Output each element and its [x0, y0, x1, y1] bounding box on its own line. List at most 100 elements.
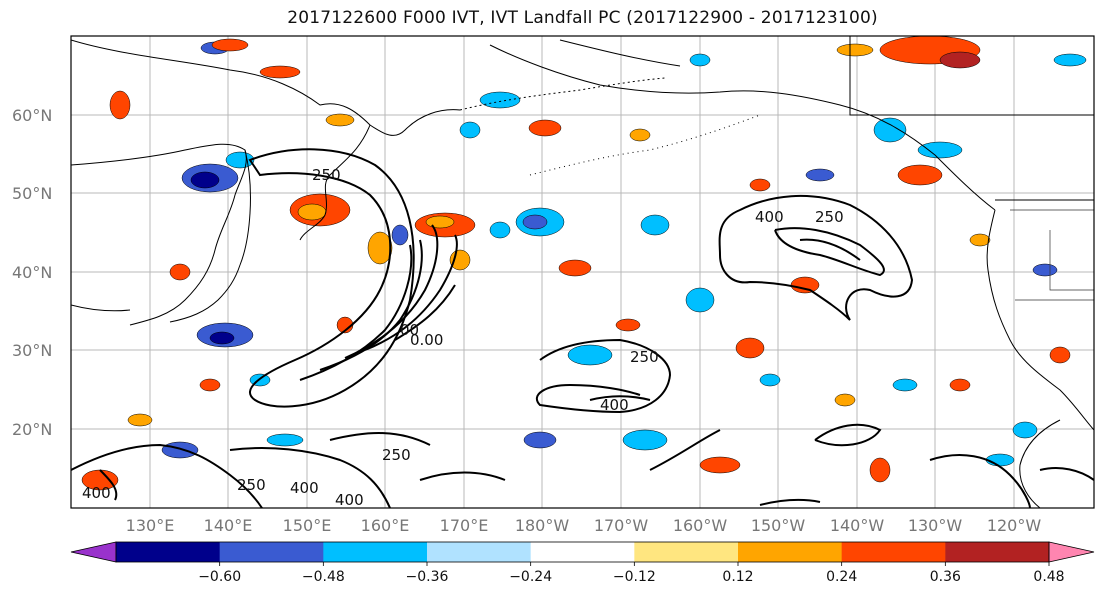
- lon-label: 130°E: [126, 516, 175, 535]
- contour-label: 400: [335, 491, 364, 509]
- ivt-pc-shading: [81, 36, 1087, 491]
- shading-patch: [367, 231, 393, 265]
- shading-patch: [523, 431, 557, 449]
- contour-label: 250: [815, 208, 844, 226]
- shading-patch: [528, 119, 562, 137]
- shading-patch: [1032, 263, 1058, 277]
- contour-label: 00: [400, 321, 419, 339]
- shading-patch: [735, 337, 765, 359]
- shading-patch: [199, 378, 221, 392]
- shading-patch: [259, 65, 301, 79]
- shading-patch: [449, 249, 471, 271]
- colorbar-tick-label: 0.12: [722, 569, 753, 585]
- shading-patch: [489, 221, 511, 239]
- shading-patch: [522, 214, 548, 230]
- lon-label: 170°E: [440, 516, 489, 535]
- shading-patch: [759, 373, 781, 387]
- contour-label: 250: [382, 446, 411, 464]
- colorbar-segment: [841, 542, 946, 562]
- shading-patch: [949, 378, 971, 392]
- lat-label: 30°N: [12, 341, 52, 360]
- shading-patch: [629, 128, 651, 142]
- shading-patch: [169, 263, 191, 281]
- contour-label: 400: [600, 396, 629, 414]
- colorbar-extend-high: [1048, 541, 1095, 563]
- ivt-contours: [71, 148, 1094, 508]
- lat-label: 60°N: [12, 106, 52, 125]
- lon-label: 160°E: [361, 516, 410, 535]
- shading-patch: [790, 276, 820, 294]
- shading-patch: [567, 344, 613, 366]
- shading-patch: [109, 90, 131, 120]
- colorbar-segment: [219, 542, 324, 562]
- shading-patch: [873, 117, 907, 143]
- lon-label: 150°E: [283, 516, 332, 535]
- shading-patch: [615, 318, 641, 332]
- contour-label: 0.00: [410, 331, 443, 349]
- shading-patch: [558, 259, 592, 277]
- shading-patch: [479, 91, 521, 109]
- lon-label: 150°W: [751, 516, 806, 535]
- colorbar-tick-label: 0.48: [1033, 569, 1064, 585]
- shading-patch: [939, 51, 981, 69]
- shading-patch: [209, 331, 235, 345]
- contour-label: 250: [312, 166, 341, 184]
- shading-patch: [1053, 53, 1087, 67]
- lon-label: 120°W: [987, 516, 1042, 535]
- lon-label: 170°W: [594, 516, 649, 535]
- shading-patch: [1012, 421, 1038, 439]
- shading-patch: [459, 121, 481, 139]
- shading-patch: [897, 164, 943, 186]
- contour-labels: 250 400 250 400 00 0.00 250 400 400 250 …: [82, 166, 844, 509]
- colorbar-extend-low: [70, 541, 117, 563]
- contour-label: 400: [290, 479, 319, 497]
- lon-label: 130°W: [908, 516, 963, 535]
- lat-label: 50°N: [12, 184, 52, 203]
- longitude-labels: 130°E 140°E 150°E 160°E 170°E 180°W 170°…: [126, 516, 1042, 535]
- shading-patch: [211, 38, 249, 52]
- colorbar: −0.60 −0.48 −0.36 −0.24 −0.12 0.12 0.24 0.36 0.4…: [70, 541, 1095, 585]
- shading-patch: [297, 203, 327, 221]
- coastlines: [71, 36, 1094, 508]
- shading-patch: [225, 151, 255, 169]
- shading-patch: [127, 413, 153, 427]
- colorbar-segment: [530, 542, 635, 562]
- shading-patch: [917, 141, 963, 159]
- shading-patch: [699, 456, 741, 474]
- shading-patch: [749, 178, 771, 192]
- colorbar-segment: [634, 542, 739, 562]
- shading-patch: [892, 378, 918, 392]
- lat-label: 20°N: [12, 420, 52, 439]
- shading-patch: [805, 168, 835, 182]
- lon-label: 160°W: [673, 516, 728, 535]
- contour-label: 250: [237, 476, 266, 494]
- shading-patch: [689, 53, 711, 67]
- contour-label: 400: [82, 484, 111, 502]
- shading-patch: [1049, 346, 1071, 364]
- contour-label: 400: [755, 208, 784, 226]
- shading-patch: [836, 43, 874, 57]
- colorbar-tick-label: −0.60: [198, 569, 241, 585]
- map-frame: [70, 35, 1095, 509]
- shading-patch: [266, 433, 304, 447]
- colorbar-segment: [427, 542, 532, 562]
- colorbar-segment: [116, 542, 221, 562]
- colorbar-segment: [323, 542, 428, 562]
- map-title: 2017122600 F000 IVT, IVT Landfall PC (20…: [287, 8, 878, 28]
- shading-patch: [325, 113, 355, 127]
- latitude-labels: 60°N 50°N 40°N 30°N 20°N: [12, 106, 52, 439]
- shading-patch: [869, 457, 891, 483]
- colorbar-frame: [115, 541, 1050, 563]
- shading-patch: [425, 215, 455, 229]
- colorbar-tick-label: −0.48: [302, 569, 345, 585]
- shading-patch: [190, 171, 220, 189]
- colorbar-tick-label: 0.36: [930, 569, 961, 585]
- shading-patch: [640, 214, 670, 236]
- contour-label: 250: [630, 348, 659, 366]
- lon-label: 180°W: [515, 516, 570, 535]
- colorbar-tick-label: −0.12: [613, 569, 656, 585]
- colorbar-segment: [738, 542, 843, 562]
- colorbar-tick-label: −0.24: [509, 569, 552, 585]
- lon-label: 140°E: [204, 516, 253, 535]
- shading-patch: [622, 429, 668, 451]
